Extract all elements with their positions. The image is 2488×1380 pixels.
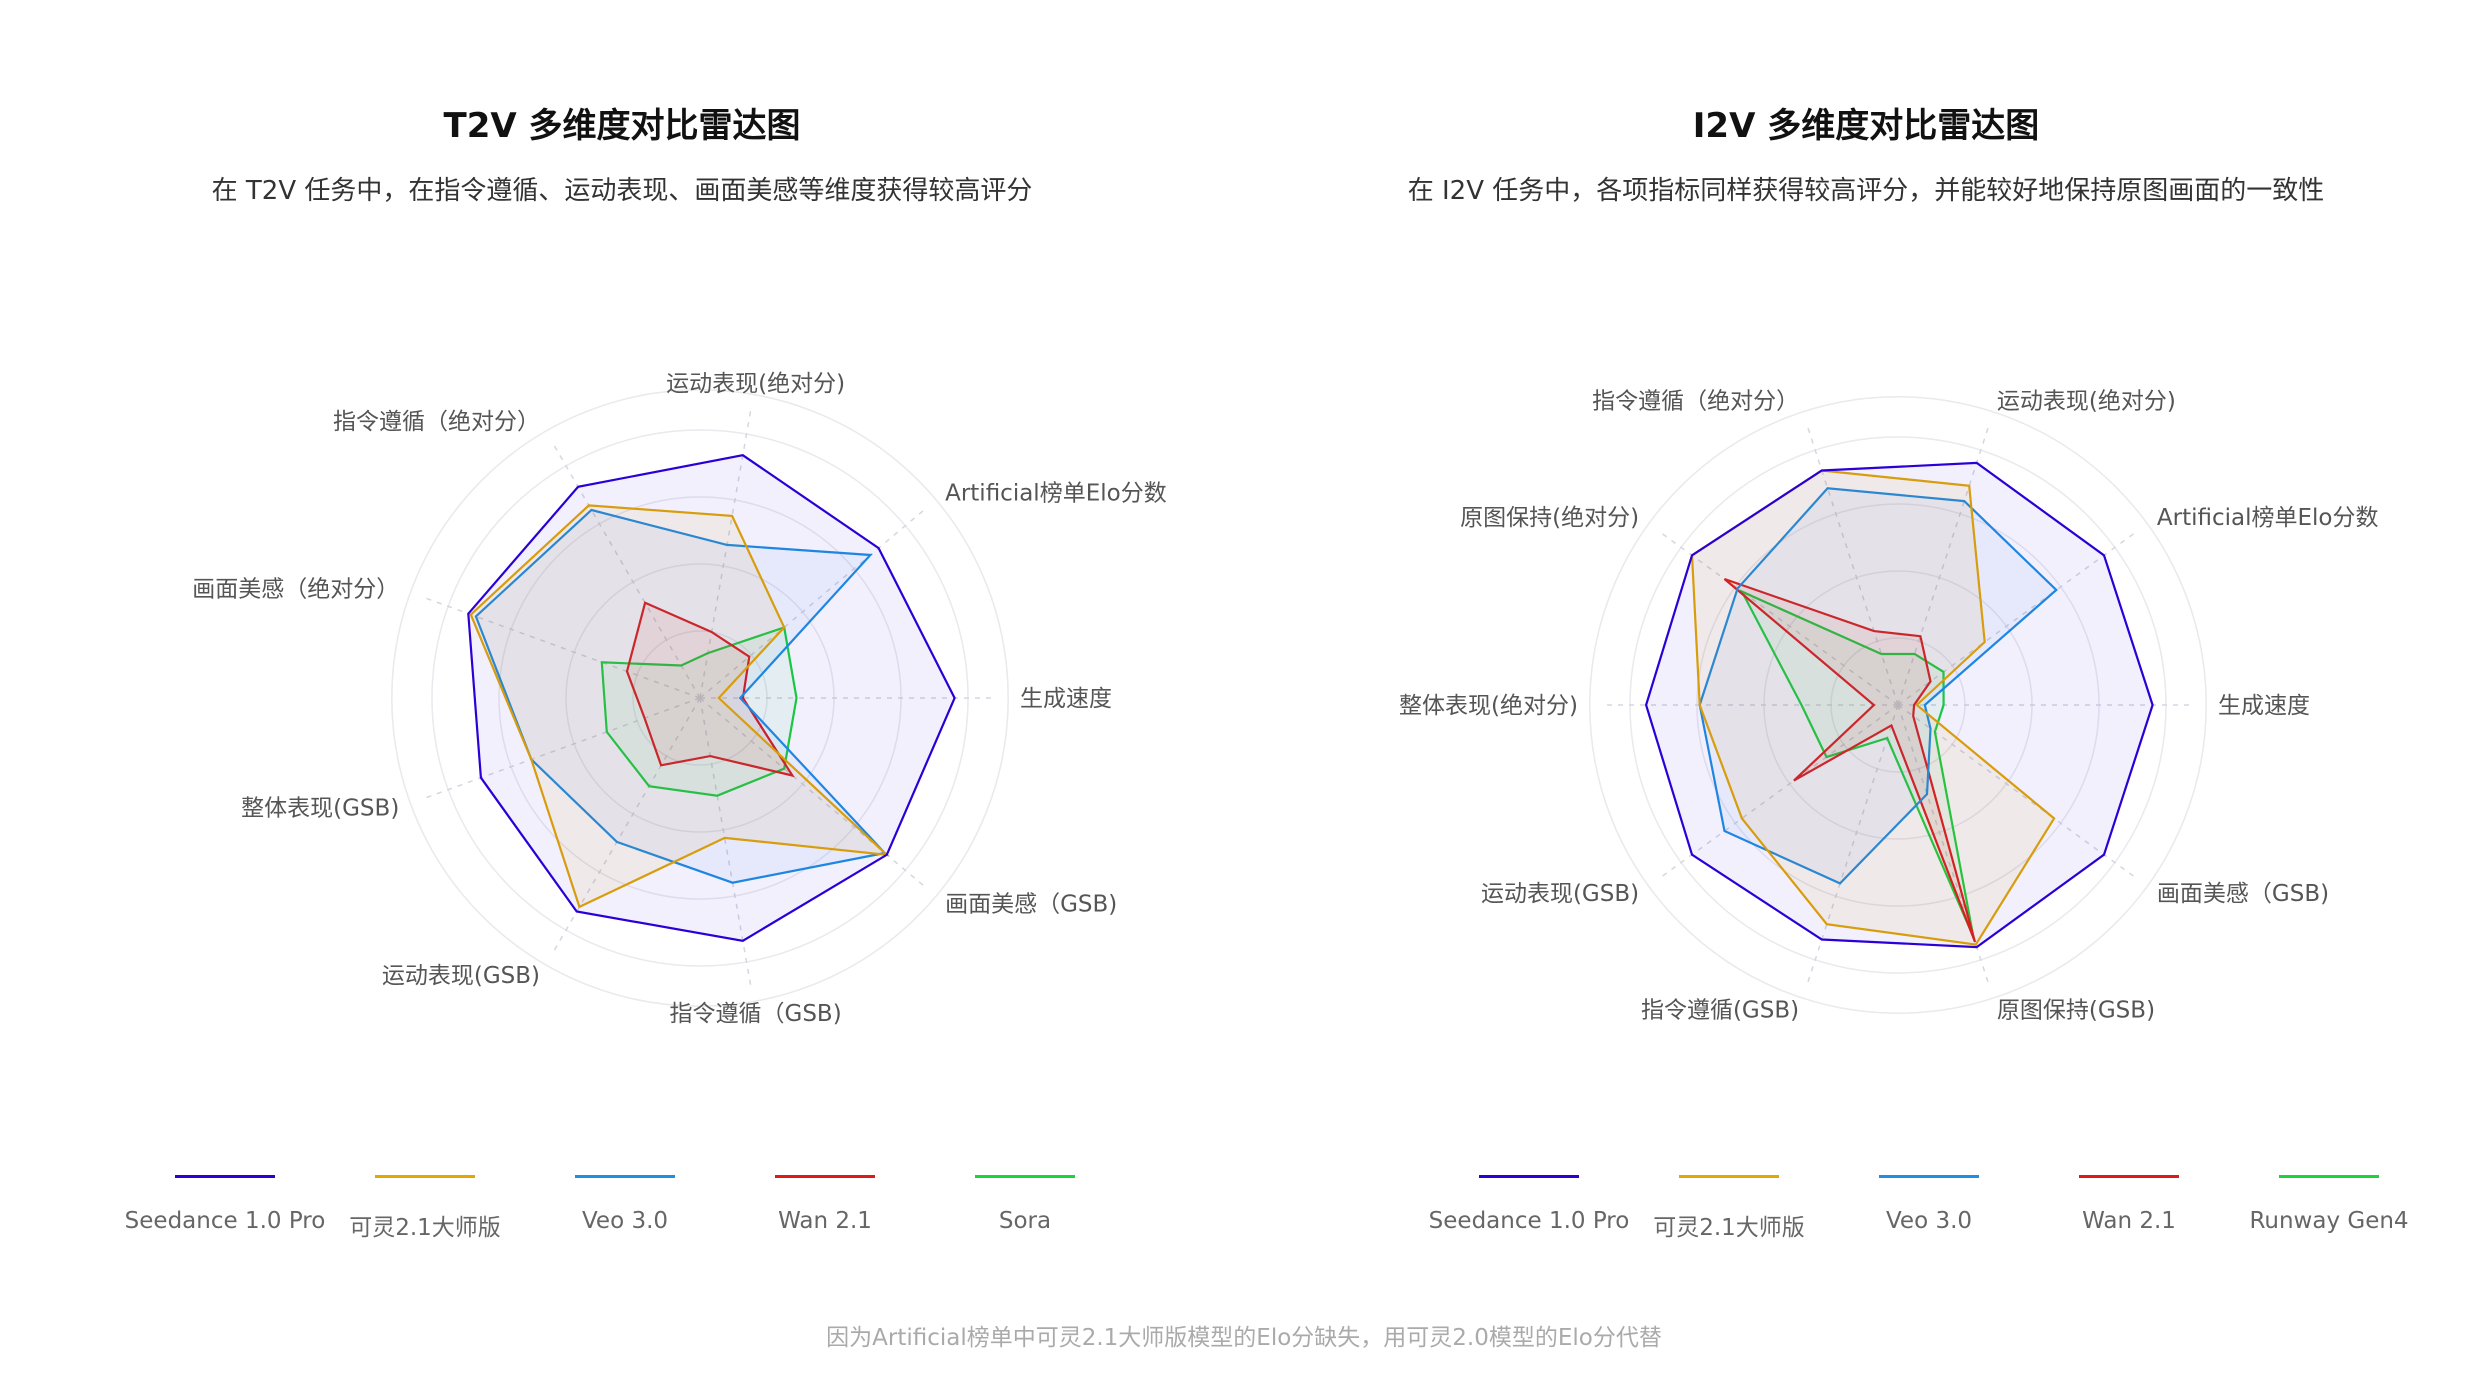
legend-label: Seedance 1.0 Pro	[124, 1208, 326, 1234]
axis-spoke	[1897, 424, 1990, 706]
legend-label: Runway Gen4	[2249, 1208, 2409, 1234]
t2v-radar-chart: 生成速度 Artificial榜单Elo分数 运动表现(绝对分) 指令遵循（绝对分） 画…	[192, 371, 1167, 1027]
i2v-radar-chart: 生成速度 Artificial榜单Elo分数 运动表现(绝对分) 指令遵循（绝对分） 原…	[1399, 389, 2379, 1024]
legend-item-seedance-1-0-pro: Seedance 1.0 Pro	[120, 1175, 330, 1234]
axis-label: 整体表现(GSB)	[241, 795, 399, 821]
axis-spoke	[422, 697, 701, 800]
series-polygon-2-1	[469, 504, 890, 909]
series-polygon-seedance-1-0-pro	[467, 454, 956, 942]
axis-label: 运动表现(GSB)	[382, 963, 540, 989]
legend-swatch	[575, 1175, 675, 1178]
legend-swatch	[975, 1175, 1075, 1178]
legend-item-seedance-1-0-pro: Seedance 1.0 Pro	[1424, 1175, 1634, 1234]
t2v-radar-panel: T2V 多维度对比雷达图 在 T2V 任务中，在指令遵循、运动表现、画面美感等维…	[0, 0, 1244, 1300]
axis-spoke	[1897, 704, 2137, 879]
legend-swatch	[775, 1175, 875, 1178]
legend-swatch	[175, 1175, 275, 1178]
axis-label: 指令遵循（绝对分）	[1592, 389, 1799, 415]
legend-label: Wan 2.1	[778, 1208, 872, 1234]
legend-swatch	[2079, 1175, 2179, 1178]
chart-subtitle: 在 I2V 任务中，各项指标同样获得较高评分，并能较好地保持原图画面的一致性	[1407, 176, 2325, 206]
axis-label: 指令遵循(GSB)	[1641, 997, 1799, 1023]
legend-label: Veo 3.0	[1885, 1208, 1973, 1234]
axis-spoke	[699, 507, 927, 699]
grid-ring	[391, 389, 1009, 1007]
axis-label: 整体表现(绝对分)	[1399, 693, 1578, 719]
legend-swatch	[1479, 1175, 1579, 1178]
series-polygon-wan-2-1	[625, 601, 795, 778]
axis-label: 画面美感（绝对分）	[192, 577, 399, 603]
axis-label: 指令遵循（绝对分）	[333, 409, 540, 435]
axis-spoke	[1659, 704, 1899, 879]
axis-spoke	[1897, 531, 2137, 706]
footnote: 因为Artificial榜单中可灵2.1大师版模型的Elo分缺失，用可灵2.0模…	[826, 1325, 1662, 1351]
legend-swatch	[1879, 1175, 1979, 1178]
grid-ring	[1589, 396, 2207, 1014]
series-polygon-runway-gen4	[1739, 589, 1975, 938]
legend-label: 可灵2.1大师版	[1653, 1215, 1805, 1241]
axis-label: 画面美感（GSB)	[2157, 881, 2329, 907]
series-polygon-2-1	[1690, 469, 2056, 946]
series-polygon-veo-3-0	[474, 508, 887, 884]
axis-label: 生成速度	[2218, 693, 2310, 719]
legend-label: Veo 3.0	[581, 1208, 669, 1234]
axis-label: 运动表现(GSB)	[1481, 881, 1639, 907]
legend-item-wan-2-1: Wan 2.1	[2024, 1175, 2234, 1234]
axis-label: 画面美感（GSB)	[945, 892, 1117, 918]
axis-label: 生成速度	[1020, 686, 1112, 712]
legend-swatch	[375, 1175, 475, 1178]
legend-swatch	[2279, 1175, 2379, 1178]
legend-item-2-1: 可灵2.1大师版	[1624, 1175, 1834, 1242]
series-polygon-wan-2-1	[1723, 577, 1977, 943]
legend-item-veo-3-0: Veo 3.0	[1824, 1175, 2034, 1234]
axis-label: Artificial榜单Elo分数	[2157, 505, 2379, 531]
legend-item-runway-gen4: Runway Gen4	[2224, 1175, 2434, 1234]
t2v-legend: Seedance 1.0 Pro 可灵2.1大师版 Veo 3.0 Wan 2.1 So…	[0, 1175, 1244, 1255]
axis-label: 指令遵循（GSB)	[670, 1001, 842, 1027]
axis-label: 运动表现(绝对分)	[1997, 389, 2176, 415]
legend-item-wan-2-1: Wan 2.1	[720, 1175, 930, 1234]
legend-item-2-1: 可灵2.1大师版	[320, 1175, 530, 1242]
axis-label: 原图保持(绝对分)	[1460, 505, 1639, 531]
legend-label: Sora	[998, 1208, 1052, 1234]
legend-label: Wan 2.1	[2082, 1208, 2176, 1234]
axis-spoke	[1659, 531, 1899, 706]
legend-swatch	[1679, 1175, 1779, 1178]
legend-item-veo-3-0: Veo 3.0	[520, 1175, 730, 1234]
chart-subtitle: 在 T2V 任务中，在指令遵循、运动表现、画面美感等维度获得较高评分	[211, 176, 1033, 206]
legend-label: 可灵2.1大师版	[349, 1215, 501, 1241]
legend-label: Seedance 1.0 Pro	[1428, 1208, 1630, 1234]
chart-title: I2V 多维度对比雷达图	[1692, 106, 2040, 146]
i2v-radar-panel: I2V 多维度对比雷达图 在 I2V 任务中，各项指标同样获得较高评分，并能较好…	[1244, 0, 2488, 1300]
chart-title: T2V 多维度对比雷达图	[443, 106, 801, 146]
axis-spoke	[551, 442, 701, 699]
axis-label: 原图保持(GSB)	[1997, 997, 2155, 1023]
axis-label: 运动表现(绝对分)	[666, 371, 845, 397]
legend-item-sora: Sora	[920, 1175, 1130, 1234]
axis-label: Artificial榜单Elo分数	[945, 480, 1167, 506]
i2v-legend: Seedance 1.0 Pro 可灵2.1大师版 Veo 3.0 Wan 2.1 Ru…	[1244, 1175, 2488, 1255]
series-polygon-seedance-1-0-pro	[1644, 461, 2154, 949]
